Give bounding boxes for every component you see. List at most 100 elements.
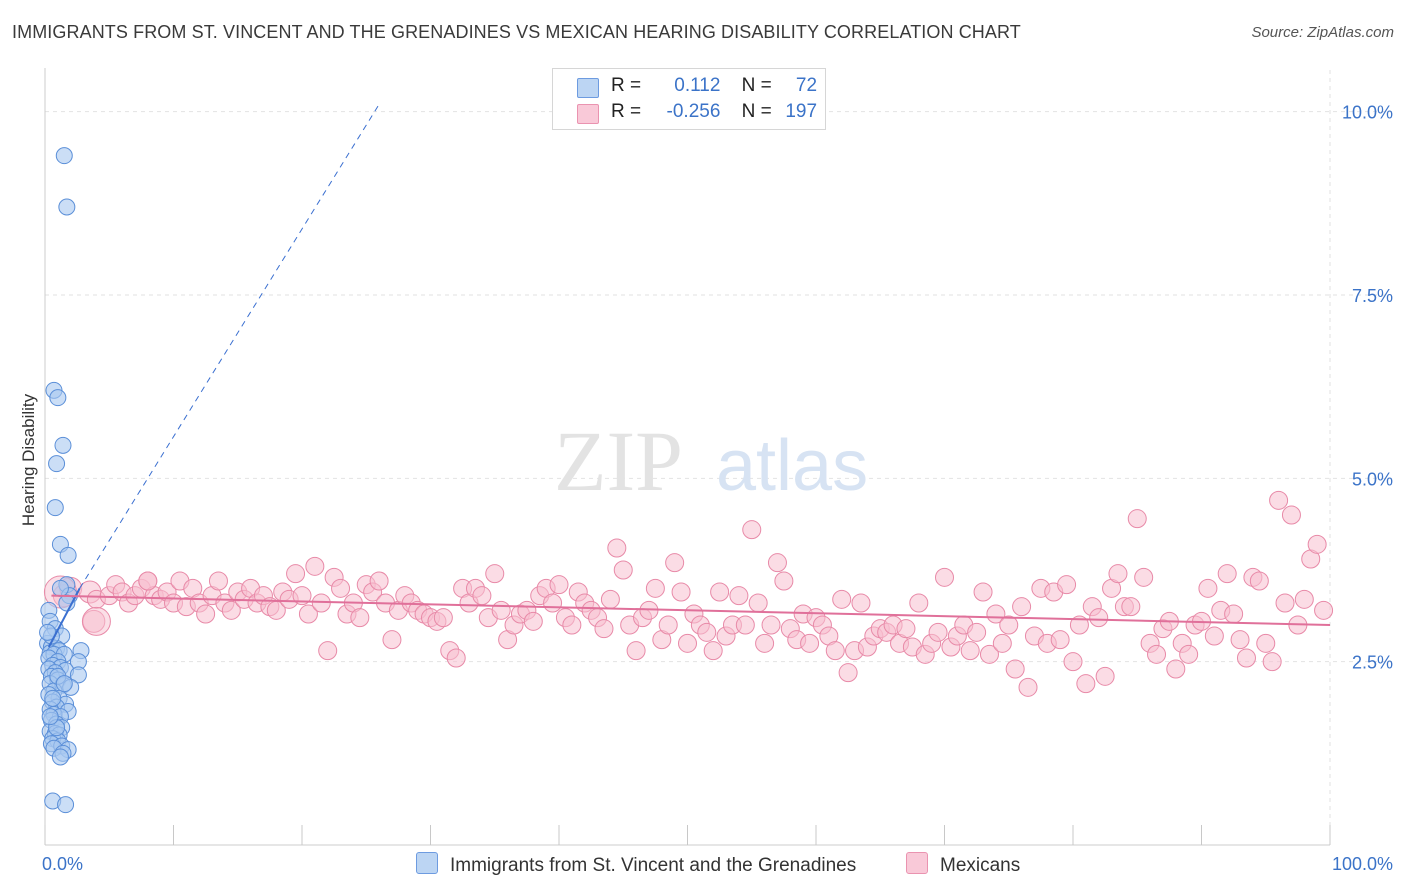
point-mexicans bbox=[825, 641, 845, 661]
point-mexicans bbox=[1147, 644, 1167, 664]
point-mexicans bbox=[1063, 652, 1083, 672]
y-tick-label: 7.5% bbox=[1352, 286, 1393, 306]
bottom-legend-swatch-mexicans bbox=[906, 852, 928, 874]
point-mexicans bbox=[600, 589, 620, 609]
point-mexicans bbox=[678, 633, 697, 653]
point-mexicans bbox=[755, 633, 775, 653]
point-mexicans bbox=[774, 571, 794, 591]
point-mexicans bbox=[979, 644, 999, 664]
point-mexicans bbox=[305, 556, 325, 576]
point-mexicans bbox=[832, 589, 852, 609]
point-mexicans bbox=[1262, 652, 1282, 672]
point-mexicans bbox=[523, 611, 543, 631]
point-mexicans bbox=[562, 615, 582, 635]
point-mexicans bbox=[967, 622, 987, 642]
point-mexicans bbox=[286, 564, 306, 584]
point-mexicans bbox=[382, 630, 402, 650]
point-mexicans bbox=[1249, 571, 1269, 591]
point-mexicans bbox=[658, 615, 678, 635]
point-mexicans bbox=[446, 648, 466, 668]
point-mexicans bbox=[986, 604, 1006, 624]
legend-r-value: 0.112 bbox=[674, 75, 721, 96]
legend-r-label: R = bbox=[611, 75, 642, 96]
legend-text-svg: R = 0.112 N = 72 bbox=[611, 75, 817, 97]
point-mexicans bbox=[761, 615, 781, 635]
point-mexicans bbox=[549, 575, 569, 595]
point-mexicans bbox=[594, 619, 614, 639]
point-mexicans bbox=[1256, 633, 1276, 653]
point-svg bbox=[48, 455, 66, 473]
point-mexicans bbox=[607, 538, 627, 558]
point-mexicans bbox=[1121, 597, 1141, 617]
tick-labels: 2.5% 5.0% 7.5% 10.0% 0.0% 100.0% bbox=[42, 103, 1393, 874]
point-svg bbox=[49, 389, 67, 407]
point-mexicans bbox=[298, 604, 318, 624]
watermark: ZIP atlas bbox=[554, 413, 868, 509]
point-svg bbox=[55, 147, 73, 165]
point-mexicans bbox=[485, 564, 505, 584]
trend-line-mexicans bbox=[51, 594, 1331, 626]
legend-r-label: R = bbox=[611, 101, 642, 122]
point-mexicans bbox=[1069, 615, 1089, 635]
point-mexicans bbox=[665, 553, 685, 573]
point-mexicans bbox=[1236, 648, 1256, 668]
point-svg bbox=[51, 579, 69, 597]
watermark-zip: ZIP bbox=[554, 413, 683, 509]
x-tick-label: 100.0% bbox=[1332, 854, 1393, 874]
legend-r-value: -0.256 bbox=[666, 101, 721, 122]
y-tick-label: 5.0% bbox=[1352, 469, 1393, 489]
point-mexicans bbox=[992, 633, 1012, 653]
point-mexicans bbox=[1057, 575, 1077, 595]
point-svg bbox=[44, 689, 62, 707]
series-mexicans-points bbox=[43, 490, 1334, 697]
trend-line-svg bbox=[47, 587, 81, 648]
point-mexicans bbox=[935, 567, 954, 587]
source-credit: Source: ZipAtlas.com bbox=[1251, 24, 1394, 41]
point-mexicans bbox=[350, 608, 370, 628]
legend-n-value: 72 bbox=[795, 75, 818, 96]
point-mexicans bbox=[1204, 626, 1224, 646]
bottom-legend-svg: Immigrants from St. Vincent and the Gren… bbox=[416, 852, 856, 877]
bottom-legend-label-svg: Immigrants from St. Vincent and the Gren… bbox=[450, 855, 857, 876]
point-mexicans bbox=[81, 606, 111, 636]
trend-line-svg-extension bbox=[79, 104, 380, 589]
point-mexicans bbox=[1127, 509, 1147, 529]
chart-title: IMMIGRANTS FROM ST. VINCENT AND THE GREN… bbox=[12, 22, 1021, 42]
point-mexicans bbox=[1307, 534, 1327, 554]
point-mexicans bbox=[1179, 644, 1199, 664]
point-mexicans bbox=[1269, 490, 1289, 510]
x-tick-label: 0.0% bbox=[42, 854, 83, 874]
point-mexicans bbox=[697, 622, 717, 642]
point-mexicans bbox=[767, 553, 787, 573]
point-svg bbox=[55, 675, 73, 693]
point-mexicans bbox=[999, 615, 1019, 635]
point-svg bbox=[59, 546, 77, 564]
point-mexicans bbox=[1089, 608, 1109, 628]
point-mexicans bbox=[1275, 593, 1295, 613]
point-mexicans bbox=[1230, 630, 1250, 650]
point-mexicans bbox=[138, 571, 158, 591]
y-axis-label: Hearing Disability bbox=[19, 393, 38, 526]
point-mexicans bbox=[221, 600, 241, 620]
point-mexicans bbox=[1018, 677, 1038, 697]
point-mexicans bbox=[472, 586, 492, 606]
point-svg bbox=[41, 708, 59, 726]
point-mexicans bbox=[613, 560, 633, 580]
point-svg bbox=[54, 436, 72, 454]
point-svg bbox=[46, 499, 64, 517]
point-mexicans bbox=[1166, 659, 1186, 679]
y-tick-label: 10.0% bbox=[1342, 103, 1393, 123]
point-mexicans bbox=[491, 600, 511, 620]
point-mexicans bbox=[748, 593, 768, 613]
point-mexicans bbox=[1198, 578, 1218, 598]
point-mexicans bbox=[896, 619, 916, 639]
legend-swatch-mexicans bbox=[577, 104, 599, 124]
point-mexicans bbox=[1294, 589, 1314, 609]
point-mexicans bbox=[331, 578, 351, 598]
point-svg bbox=[57, 796, 75, 814]
point-mexicans bbox=[1314, 600, 1334, 620]
point-mexicans bbox=[800, 633, 820, 653]
point-mexicans bbox=[851, 593, 871, 613]
point-mexicans bbox=[1095, 666, 1115, 686]
